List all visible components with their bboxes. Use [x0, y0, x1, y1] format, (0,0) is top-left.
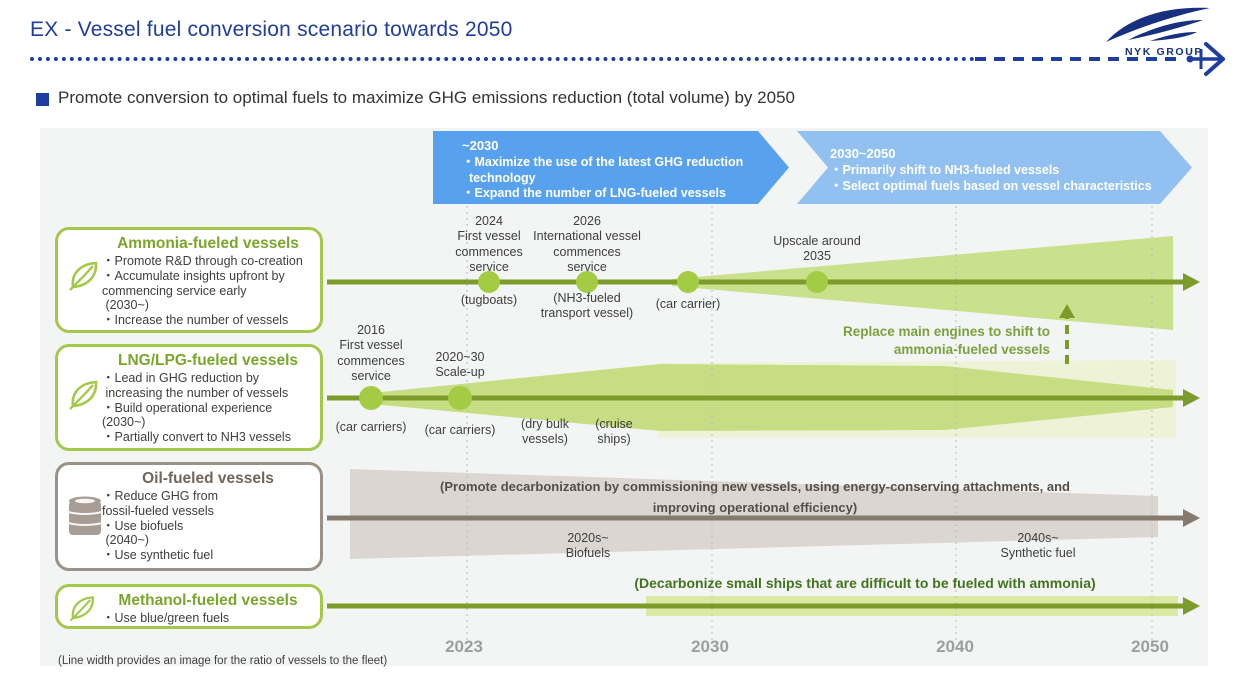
oil-box: Oil-fueled vessels ・Reduce GHG from foss…	[55, 462, 323, 571]
lng-box-details: ・Lead in GHG reduction by increasing the…	[102, 371, 291, 444]
phase2-items: ・Primarily shift to NH3-fueled vessels ・…	[830, 163, 1152, 193]
footnote: (Line width provides an image for the ra…	[58, 655, 388, 667]
logo-text: NYK GROUP	[1125, 46, 1203, 58]
ammonia-box-title: Ammonia-fueled vessels	[117, 235, 299, 252]
lng-box: LNG/LPG-fueled vessels ・Lead in GHG redu…	[55, 344, 323, 451]
oil-barrel-icon	[67, 496, 103, 535]
lng-event2-vessel-type: (car carriers)	[424, 423, 496, 437]
year-gridlines	[466, 206, 1153, 642]
lng-event1-vessel-type: (car carriers)	[335, 420, 407, 434]
leaf-icon	[69, 380, 98, 410]
leaf-icon	[69, 261, 98, 291]
phase1-banner	[433, 131, 789, 204]
axis-year-2030: 2030	[691, 637, 729, 656]
dotted-divider	[30, 57, 975, 61]
oil-synthetic-fuel-milestone: 2040s~ Synthetic fuel	[1000, 531, 1076, 561]
ammonia-event2-vessel-type: (NH3-fueled transport vessel)	[540, 291, 634, 321]
ammonia-milestone-dots	[478, 271, 828, 293]
nyk-wing-icon	[1106, 7, 1210, 42]
ammonia-timeline-line	[327, 273, 1200, 291]
oil-biofuels-milestone: 2020s~ Biofuels	[565, 531, 611, 561]
oil-timeline-line	[327, 509, 1200, 527]
ammonia-event2-label: 2026 International vessel commences serv…	[533, 214, 641, 274]
axis-year-2050: 2050	[1131, 637, 1169, 656]
lng-box-title: LNG/LPG-fueled vessels	[117, 352, 299, 369]
phase1-items: ・Maximize the use of the latest GHG redu…	[462, 155, 744, 201]
shift-up-arrow-icon	[1059, 304, 1075, 364]
ammonia-event1-vessel-type: (tugboats)	[460, 293, 518, 307]
ammonia-box: Ammonia-fueled vessels ・Promote R&D thro…	[55, 227, 323, 333]
phase2-period: 2030~2050	[830, 146, 896, 161]
axis-year-2023: 2023	[445, 637, 483, 656]
methanol-box-title: Methanol-fueled vessels	[118, 592, 298, 609]
methanol-note: (Decarbonize small ships that are diffic…	[634, 575, 1096, 591]
lng-milestone-dots	[359, 386, 472, 410]
oil-box-title: Oil-fueled vessels	[142, 470, 274, 487]
lng-event1-label: 2016 First vessel commences service	[337, 323, 405, 383]
ammonia-event3-vessel-type: (car carrier)	[655, 297, 721, 311]
ammonia-event1-label: 2024 First vessel commences service	[455, 214, 523, 274]
phase2-banner	[797, 131, 1192, 204]
subtitle-bullet-square	[36, 93, 49, 106]
lng-event2-label: 2020~30 Scale-up	[435, 350, 485, 380]
page-title: EX - Vessel fuel conversion scenario tow…	[30, 18, 513, 41]
leaf-icon	[69, 596, 94, 622]
lng-event4-vessel-type: (cruise ships)	[595, 417, 633, 447]
ammonia-event4-label: Upscale around 2035	[773, 234, 861, 264]
oil-decarbonization-note: (Promote decarbonization by commissionin…	[440, 479, 1070, 515]
methanol-box: Methanol-fueled vessels ・Use blue/green …	[55, 584, 323, 629]
methanol-box-details: ・Use blue/green fuels	[102, 611, 230, 625]
lng-event3-vessel-type: (dry bulk vessels)	[521, 417, 569, 447]
subtitle: Promote conversion to optimal fuels to m…	[58, 88, 795, 107]
ammonia-box-details: ・Promote R&D through co-creation ・Accumu…	[102, 254, 303, 327]
oil-box-details: ・Reduce GHG from fossil-fueled vessels ・…	[102, 489, 219, 562]
replace-engines-note: Replace main engines to shift to ammonia…	[842, 324, 1050, 357]
phase1-period: ~2030	[462, 138, 499, 153]
divider-arrow-icon	[975, 42, 1225, 76]
axis-year-2040: 2040	[936, 637, 974, 656]
methanol-timeline-line	[327, 597, 1200, 615]
